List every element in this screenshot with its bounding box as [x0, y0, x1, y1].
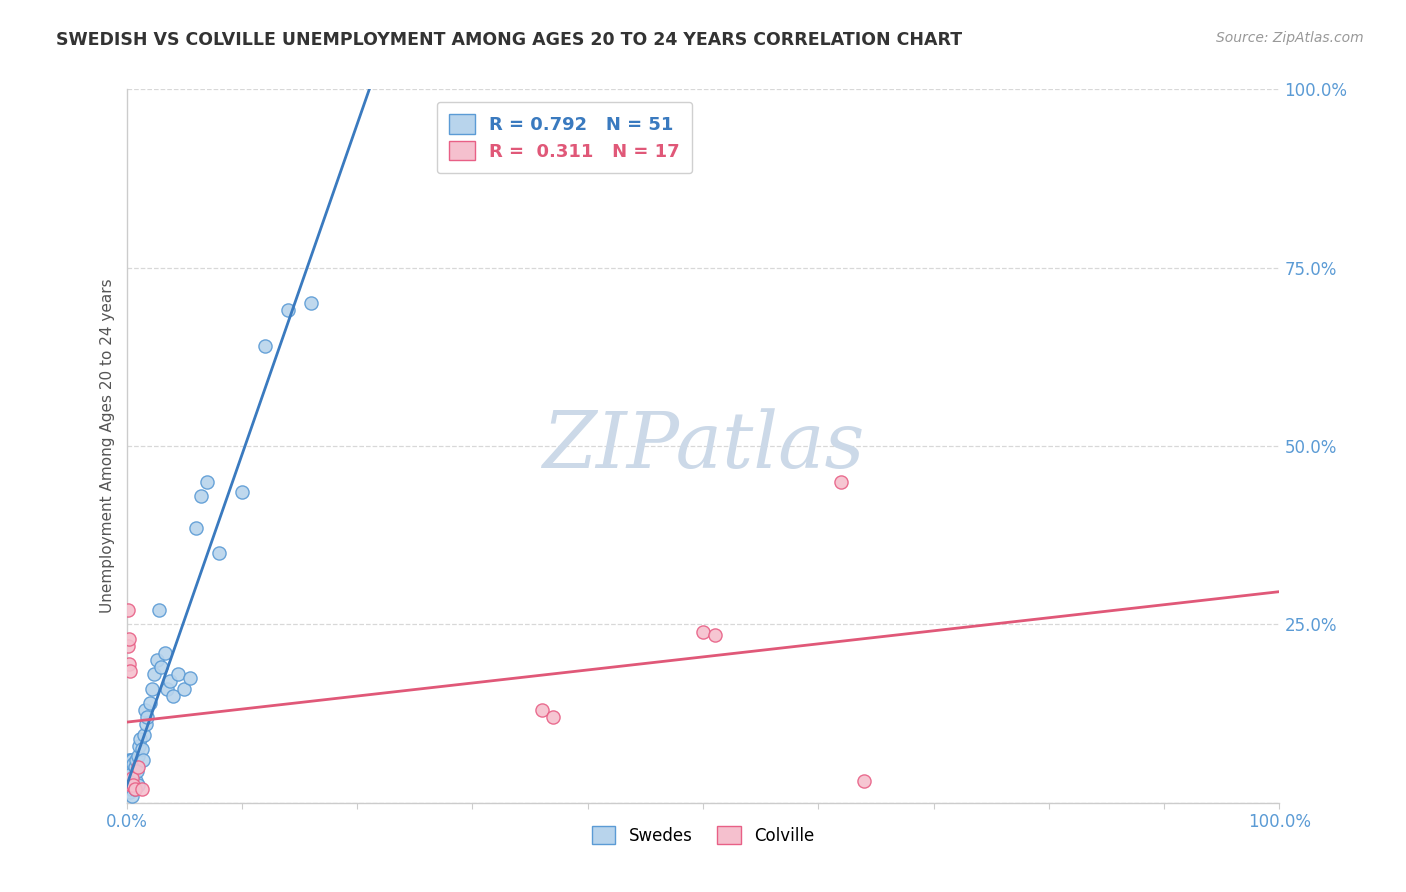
Point	[179, 671, 201, 685]
Point	[173, 681, 195, 696]
Point	[131, 781, 153, 796]
Point	[117, 639, 139, 653]
Point	[830, 475, 852, 489]
Point	[124, 781, 146, 796]
Point	[277, 303, 299, 318]
Point	[132, 728, 155, 742]
Point	[125, 774, 148, 789]
Point	[121, 753, 143, 767]
Point	[118, 753, 141, 767]
Point	[138, 696, 160, 710]
Point	[117, 767, 139, 781]
Point	[118, 785, 141, 799]
Point	[231, 485, 253, 500]
Point	[167, 667, 190, 681]
Point	[118, 657, 141, 671]
Point	[117, 781, 139, 796]
Point	[156, 681, 179, 696]
Point	[530, 703, 553, 717]
Point	[124, 781, 146, 796]
Point	[118, 774, 141, 789]
Point	[118, 760, 141, 774]
Point	[122, 778, 145, 792]
Point	[299, 296, 322, 310]
Point	[125, 753, 148, 767]
Text: Source: ZipAtlas.com: Source: ZipAtlas.com	[1216, 31, 1364, 45]
Point	[148, 603, 170, 617]
Point	[184, 521, 207, 535]
Point	[141, 681, 163, 696]
Point	[134, 703, 156, 717]
Point	[131, 742, 153, 756]
Point	[118, 778, 141, 792]
Point	[120, 767, 142, 781]
Point	[190, 489, 212, 503]
Y-axis label: Unemployment Among Ages 20 to 24 years: Unemployment Among Ages 20 to 24 years	[100, 278, 115, 614]
Point	[128, 739, 150, 753]
Point	[118, 632, 141, 646]
Point	[125, 764, 148, 778]
Point	[117, 603, 139, 617]
Text: ZIPatlas: ZIPatlas	[541, 408, 865, 484]
Point	[208, 546, 231, 560]
Point	[122, 778, 145, 792]
Point	[124, 760, 146, 774]
Point	[127, 760, 149, 774]
Point	[129, 731, 152, 746]
Point	[703, 628, 725, 642]
Point	[150, 660, 173, 674]
Point	[692, 624, 714, 639]
Point	[253, 339, 276, 353]
Point	[541, 710, 564, 724]
Point	[121, 789, 143, 803]
Point	[120, 778, 142, 792]
Point	[120, 753, 142, 767]
Point	[120, 781, 142, 796]
Text: SWEDISH VS COLVILLE UNEMPLOYMENT AMONG AGES 20 TO 24 YEARS CORRELATION CHART: SWEDISH VS COLVILLE UNEMPLOYMENT AMONG A…	[56, 31, 962, 49]
Point	[131, 753, 153, 767]
Point	[145, 653, 167, 667]
Point	[118, 664, 141, 678]
Point	[121, 774, 143, 789]
Point	[143, 667, 166, 681]
Point	[127, 749, 149, 764]
Point	[135, 717, 157, 731]
Point	[853, 774, 876, 789]
Point	[121, 771, 143, 785]
Legend: Swedes, Colville: Swedes, Colville	[585, 820, 821, 852]
Point	[162, 689, 184, 703]
Point	[153, 646, 176, 660]
Point	[127, 778, 149, 792]
Point	[136, 710, 159, 724]
Point	[159, 674, 181, 689]
Point	[195, 475, 218, 489]
Point	[122, 756, 145, 771]
